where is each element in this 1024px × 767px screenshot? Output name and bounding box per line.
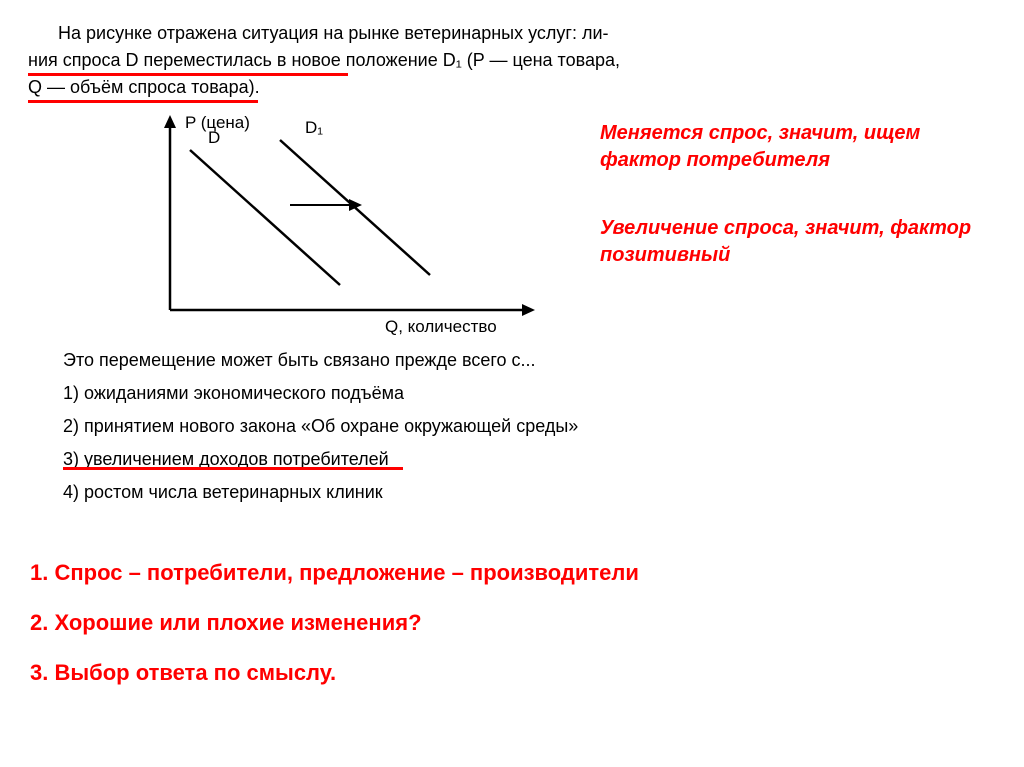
y-axis-arrow-icon	[164, 115, 176, 128]
x-axis-label: Q, количество	[385, 317, 497, 336]
question-line1: На рисунке отражена ситуация на рынке ве…	[58, 23, 609, 43]
red-note-2: Увеличение спроса, значит, фактор позити…	[600, 215, 1000, 269]
red-underline-3	[63, 467, 403, 470]
red-note-1: Меняется спрос, значит, ищем фактор потр…	[600, 120, 1000, 174]
red-underline-2	[28, 100, 258, 103]
chart-svg: P (цена) D D₁ Q, количество	[130, 110, 550, 340]
answer-prompt: Это перемещение может быть связано прежд…	[63, 347, 763, 374]
question-paragraph: На рисунке отражена ситуация на рынке ве…	[28, 20, 738, 101]
answer-option-4: 4) ростом числа ветеринарных клиник	[63, 479, 763, 506]
demand-shift-chart: P (цена) D D₁ Q, количество	[130, 110, 550, 340]
curve-d1-label: D₁	[305, 118, 323, 137]
red-underline-1	[28, 73, 348, 76]
curve-d-label: D	[208, 128, 220, 147]
question-line3: Q — объём спроса товара).	[28, 77, 260, 97]
x-axis-arrow-icon	[522, 304, 535, 316]
bottom-note-1: 1. Спрос – потребители, предложение – пр…	[30, 560, 639, 586]
question-line2: ния спроса D переместилась в новое полож…	[28, 50, 620, 70]
bottom-note-2: 2. Хорошие или плохие изменения?	[30, 610, 422, 636]
answer-option-2: 2) принятием нового закона «Об охране ок…	[63, 413, 763, 440]
answer-option-1: 1) ожиданиями экономического подъёма	[63, 380, 763, 407]
answer-block: Это перемещение может быть связано прежд…	[63, 347, 763, 506]
curve-d	[190, 150, 340, 285]
bottom-note-3: 3. Выбор ответа по смыслу.	[30, 660, 336, 686]
